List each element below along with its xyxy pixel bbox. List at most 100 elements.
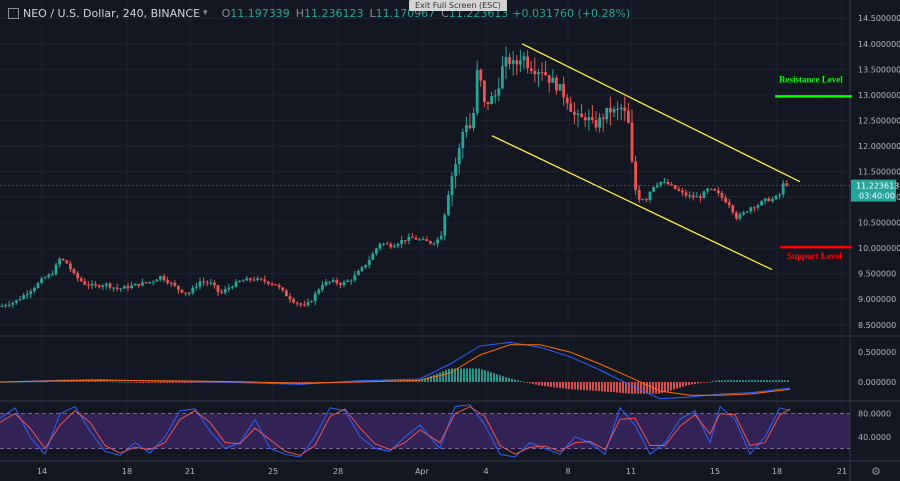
candle-body	[771, 199, 774, 202]
macd-histogram-bar	[142, 382, 144, 383]
candle-body	[627, 110, 630, 123]
macd-histogram-bar	[445, 370, 447, 382]
macd-histogram-bar	[508, 378, 510, 382]
macd-tick-label: 0.000000	[858, 378, 896, 387]
chevron-down-icon[interactable]: ▾	[203, 8, 208, 18]
candle-body	[101, 285, 105, 288]
macd-histogram-bar	[640, 382, 642, 394]
candle-body	[40, 278, 43, 283]
macd-histogram-bar	[781, 380, 783, 382]
fullscreen-hint[interactable]: Exit Full Screen (ESC)	[409, 0, 507, 11]
candle-body	[519, 60, 522, 65]
candle-body	[378, 243, 382, 249]
macd-histogram-bar	[532, 382, 534, 384]
candle-body	[148, 281, 151, 283]
candle-body	[195, 286, 198, 288]
candle-body	[551, 77, 555, 83]
candle-body	[457, 148, 461, 165]
candle-body	[76, 273, 79, 279]
last-price-label: 11.223613	[856, 182, 899, 191]
candle-body	[630, 122, 634, 162]
candle-body	[594, 120, 598, 128]
macd-histogram-bar	[754, 380, 756, 382]
symbol-title[interactable]: NEO / U.S. Dollar, 240, BINANCE	[23, 6, 201, 20]
gear-icon[interactable]: ⚙	[871, 465, 881, 478]
macd-histogram-bar	[670, 382, 672, 391]
macd-histogram-bar	[586, 382, 588, 391]
macd-histogram-bar	[787, 380, 789, 382]
macd-histogram-bar	[64, 381, 66, 382]
candle-body	[198, 281, 202, 287]
candle-body	[151, 281, 155, 283]
candle-body	[720, 193, 724, 198]
candle-body	[105, 283, 108, 286]
price-tick-label: 9.500000	[858, 270, 896, 279]
macd-histogram-bar	[709, 381, 711, 383]
macd-histogram-bar	[775, 380, 777, 382]
macd-histogram-bar	[547, 382, 549, 387]
macd-histogram-bar	[412, 380, 414, 382]
macd-histogram-bar	[562, 382, 564, 389]
candle-body	[7, 304, 11, 306]
macd-histogram-bar	[118, 381, 120, 383]
candle-body	[652, 186, 655, 192]
candle-body	[623, 107, 627, 111]
x-tick-label: 18	[772, 467, 782, 476]
candle-body	[349, 280, 353, 282]
macd-histogram-bar	[724, 380, 726, 382]
macd-histogram-bar	[475, 368, 477, 382]
candle-body	[634, 161, 637, 190]
candle-body	[738, 214, 742, 219]
candle-body	[601, 117, 605, 120]
candle-body	[360, 267, 364, 271]
candle-body	[432, 243, 436, 245]
candle-body	[475, 69, 479, 113]
candle-body	[141, 282, 144, 286]
macd-histogram-bar	[424, 378, 426, 382]
macd-histogram-bar	[487, 371, 489, 382]
square-icon[interactable]	[8, 7, 19, 19]
stochastic-d-line	[0, 406, 791, 456]
candle-body	[259, 278, 263, 280]
macd-histogram-bar	[700, 382, 702, 384]
candle-body	[22, 294, 25, 299]
candle-body	[537, 72, 540, 75]
macd-histogram-bar	[103, 381, 105, 383]
candle-body	[87, 284, 90, 286]
candle-body	[598, 117, 601, 128]
macd-histogram-bar	[166, 382, 168, 383]
macd-histogram-bar	[478, 368, 480, 382]
macd-histogram-bar	[427, 377, 429, 382]
candle-body	[346, 280, 349, 283]
candle-body	[562, 84, 565, 98]
macd-tick-label: 0.500000	[858, 348, 896, 357]
macd-histogram-bar	[415, 380, 417, 382]
macd-histogram-bar	[766, 380, 768, 382]
candle-body	[396, 243, 400, 247]
last-price-badge	[851, 179, 896, 202]
macd-histogram-bar	[661, 382, 663, 394]
macd-histogram-bar	[604, 382, 606, 392]
macd-signal-line	[0, 344, 791, 396]
candle-body	[238, 280, 241, 282]
candle-body	[688, 195, 691, 197]
candle-body	[393, 246, 396, 248]
macd-histogram-bar	[136, 382, 138, 383]
macd-histogram-bar	[112, 381, 114, 383]
macd-histogram-bar	[649, 382, 651, 394]
macd-histogram-bar	[46, 381, 48, 383]
candle-body	[706, 188, 709, 192]
macd-histogram-bar	[733, 380, 735, 382]
macd-histogram-bar	[214, 382, 216, 383]
macd-histogram-bar	[31, 381, 33, 383]
macd-histogram-bar	[727, 380, 729, 382]
macd-histogram-bar	[148, 382, 150, 383]
macd-histogram-bar	[577, 382, 579, 390]
candle-body	[731, 205, 735, 213]
candle-body	[61, 258, 65, 261]
candle-body	[655, 184, 659, 187]
macd-histogram-bar	[673, 382, 675, 390]
candle-body	[382, 243, 385, 245]
candle-body	[479, 69, 483, 81]
